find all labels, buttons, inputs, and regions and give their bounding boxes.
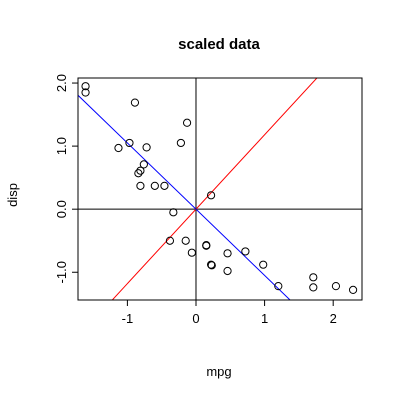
x-tick-label: 0 bbox=[192, 311, 199, 326]
data-point bbox=[136, 166, 145, 175]
chart-title: scaled data bbox=[178, 36, 260, 53]
data-point bbox=[81, 88, 90, 97]
data-point bbox=[134, 169, 143, 178]
y-tick-label: 1.0 bbox=[54, 137, 69, 155]
y-tick-label: 2.0 bbox=[54, 74, 69, 92]
data-point bbox=[223, 266, 232, 276]
data-point bbox=[165, 236, 175, 245]
data-point bbox=[331, 282, 341, 291]
x-tick-label: 1 bbox=[261, 311, 268, 326]
data-point bbox=[187, 248, 196, 257]
data-point bbox=[182, 118, 192, 127]
data-point bbox=[223, 249, 232, 258]
data-point bbox=[139, 160, 148, 169]
data-point bbox=[309, 273, 318, 282]
data-point bbox=[150, 181, 159, 190]
x-axis-label: mpg bbox=[206, 364, 231, 379]
y-axis: -1.0 0.0 1.0 2.0 bbox=[54, 74, 78, 283]
data-point bbox=[181, 236, 190, 245]
x-tick-label: -1 bbox=[122, 311, 134, 326]
y-tick-label: -1.0 bbox=[54, 261, 69, 283]
reference-line-slope-2 bbox=[111, 78, 318, 300]
x-axis: -1 0 1 2 bbox=[122, 300, 337, 326]
data-point bbox=[142, 143, 151, 152]
data-point bbox=[125, 138, 134, 148]
data-point bbox=[160, 181, 169, 190]
data-point bbox=[130, 98, 140, 107]
data-point bbox=[81, 82, 90, 91]
data-point bbox=[206, 260, 216, 269]
data-point bbox=[114, 143, 123, 153]
data-point bbox=[202, 241, 211, 250]
data-point bbox=[207, 261, 216, 270]
y-axis-label: disp bbox=[5, 183, 20, 207]
data-point bbox=[259, 260, 268, 269]
data-point bbox=[274, 282, 283, 291]
data-points bbox=[81, 82, 358, 295]
data-point bbox=[348, 285, 358, 295]
plot-frame bbox=[77, 77, 363, 301]
y-tick-label: 0.0 bbox=[54, 200, 69, 218]
data-point bbox=[309, 283, 318, 292]
reference-line-slope-3 bbox=[78, 94, 291, 300]
data-point bbox=[241, 247, 250, 256]
data-point bbox=[206, 191, 216, 200]
x-tick-label: 2 bbox=[330, 311, 337, 326]
reference-lines bbox=[78, 78, 362, 300]
data-point bbox=[176, 138, 185, 148]
data-point bbox=[136, 181, 145, 190]
data-point bbox=[169, 208, 178, 217]
